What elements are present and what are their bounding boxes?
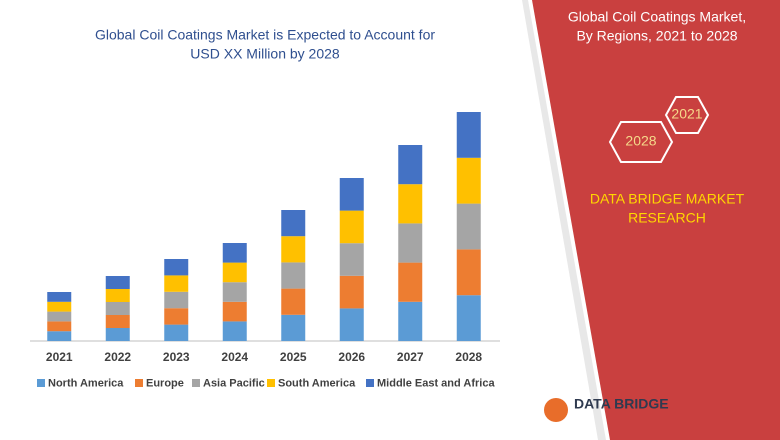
- legend-swatch: [135, 379, 143, 387]
- bar-segment: [398, 145, 423, 185]
- bar-segment: [164, 324, 189, 341]
- hex-label: 2028: [625, 133, 656, 149]
- x-tick-label: 2026: [338, 350, 365, 364]
- bar-segment: [105, 302, 130, 315]
- bar-segment: [339, 178, 364, 211]
- hexagon: [608, 121, 674, 163]
- bar-segment: [222, 243, 247, 263]
- legend-swatch: [37, 379, 45, 387]
- panel-title: Global Coil Coatings Market,: [568, 9, 746, 25]
- bar-segment: [222, 301, 247, 322]
- bar-segment: [339, 308, 364, 341]
- bar-segment: [456, 157, 481, 204]
- bar-segment: [47, 331, 72, 341]
- bar-segment: [164, 291, 189, 309]
- x-tick-label: 2022: [104, 350, 131, 364]
- brand-text: DATA BRIDGE MARKET: [590, 191, 745, 207]
- bar-segment: [398, 223, 423, 263]
- panel-title: By Regions, 2021 to 2028: [576, 28, 737, 44]
- bar-segment: [222, 262, 247, 283]
- separator: [522, 0, 606, 440]
- bar-segment: [47, 301, 72, 312]
- legend-swatch: [267, 379, 275, 387]
- bar-segment: [398, 262, 423, 302]
- legend-swatch: [192, 379, 200, 387]
- x-tick-label: 2027: [397, 350, 424, 364]
- bar-segment: [456, 203, 481, 250]
- right-panel: [532, 0, 780, 440]
- x-tick-label: 2028: [455, 350, 482, 364]
- hexagon: [664, 96, 710, 134]
- bar-segment: [398, 184, 423, 224]
- bar-segment: [47, 311, 72, 322]
- bar-segment: [281, 210, 306, 237]
- legend-label: Asia Pacific: [203, 377, 265, 389]
- bar-segment: [281, 262, 306, 289]
- bar-segment: [398, 301, 423, 341]
- bar-segment: [164, 275, 189, 292]
- bar-segment: [47, 292, 72, 302]
- hex-label: 2021: [671, 106, 702, 122]
- bar-segment: [339, 243, 364, 276]
- logo-icon: [544, 398, 568, 422]
- bar-segment: [105, 328, 130, 341]
- legend-swatch: [366, 379, 374, 387]
- bar-segment: [281, 314, 306, 341]
- legend-label: Europe: [146, 377, 184, 389]
- chart-title: USD XX Million by 2028: [190, 46, 340, 62]
- bar-segment: [105, 315, 130, 328]
- legend-label: North America: [48, 377, 124, 389]
- bar-segment: [456, 249, 481, 296]
- chart-title: Global Coil Coatings Market is Expected …: [95, 27, 435, 43]
- bar-segment: [339, 275, 364, 309]
- logo-text: DATA BRIDGE: [574, 396, 669, 412]
- bar-segment: [105, 276, 130, 289]
- bar-segment: [339, 210, 364, 244]
- x-tick-label: 2023: [163, 350, 190, 364]
- bar-segment: [105, 289, 130, 302]
- x-tick-label: 2021: [46, 350, 73, 364]
- bar-segment: [281, 288, 306, 315]
- bar-segment: [164, 308, 189, 325]
- bar-segment: [164, 259, 189, 276]
- legend-label: South America: [278, 377, 356, 389]
- bar-segment: [456, 295, 481, 341]
- bar-segment: [456, 112, 481, 158]
- bar-segment: [47, 321, 72, 332]
- x-tick-label: 2024: [221, 350, 248, 364]
- bar-segment: [222, 282, 247, 302]
- bar-segment: [222, 321, 247, 341]
- x-tick-label: 2025: [280, 350, 307, 364]
- brand-text: RESEARCH: [628, 210, 706, 226]
- legend-label: Middle East and Africa: [377, 377, 495, 389]
- bar-segment: [281, 236, 306, 263]
